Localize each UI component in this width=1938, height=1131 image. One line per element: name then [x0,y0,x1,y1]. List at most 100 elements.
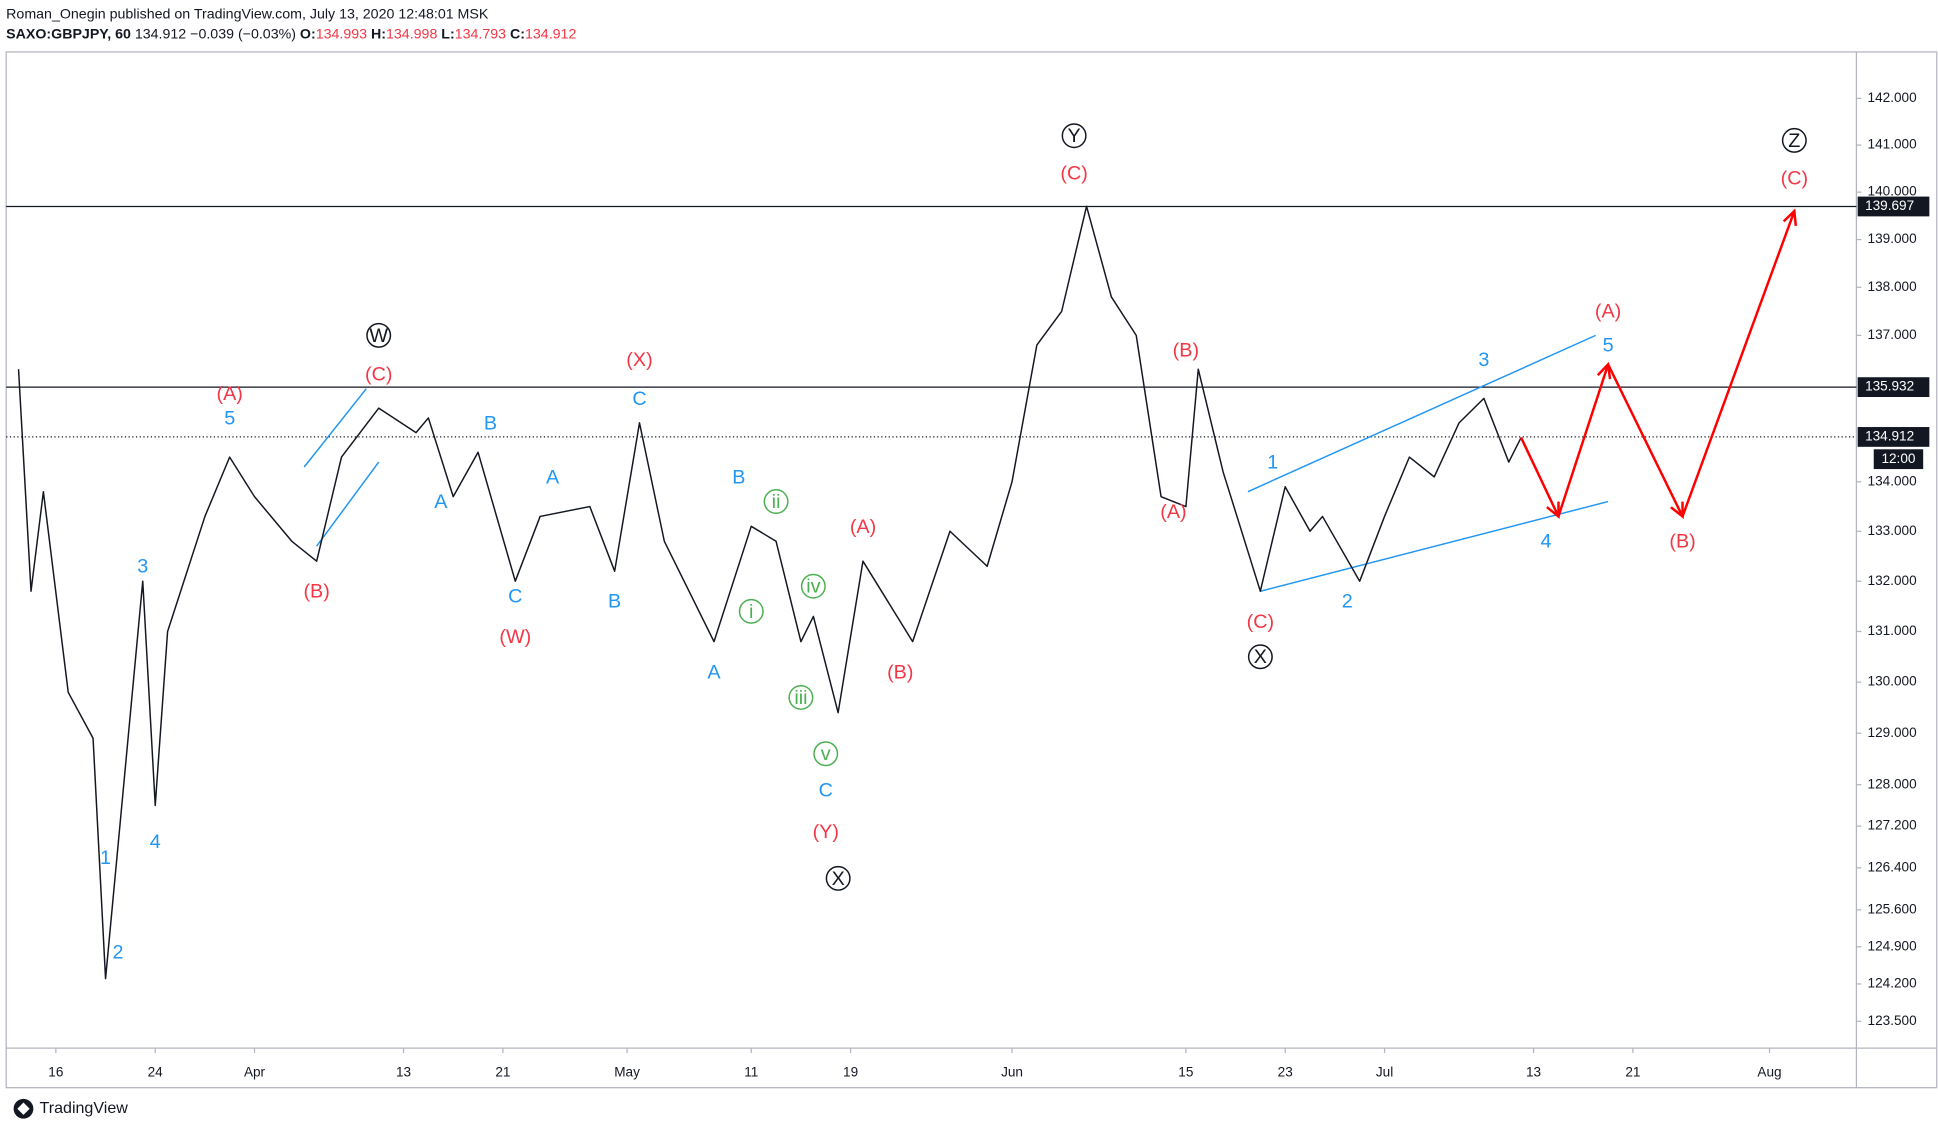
price-label-bg [1857,427,1930,447]
wave-label: (C) [1781,167,1808,189]
wave-label: (B) [1669,531,1695,553]
wave-label: (A) [850,516,876,538]
y-tick-label: 124.200 [1868,976,1918,991]
wave-label: 1 [100,847,111,869]
price-line-series [17,205,1522,980]
wave-label: 1 [1267,452,1278,474]
price-label-bg [1857,196,1930,217]
wave-label: A [434,491,448,513]
arrow-head [1782,208,1798,226]
wave-label: (Y) [813,821,839,843]
y-tick-label: 126.400 [1868,859,1918,874]
ohlc-label: C: [510,26,525,42]
y-tick-label: 127.200 [1868,818,1918,833]
change: −0.039 (−0.03%) [190,26,296,42]
wave-circle [825,865,851,891]
ohlc-value: 134.912 [525,26,576,42]
wave-label: Z [1788,130,1800,152]
wave-label: (A) [217,383,243,405]
time-label: 12:00 [1881,451,1915,466]
x-tick-label: 16 [48,1064,63,1079]
wave-label: C [632,388,646,410]
y-tick-label: 129.000 [1868,725,1918,740]
x-tick-label: Jul [1376,1064,1393,1079]
wave-label: C [819,779,833,801]
wave-label: 3 [137,556,148,578]
trendline [316,461,380,547]
wave-label: (A) [1160,501,1186,523]
arrow-head [1546,501,1560,519]
x-tick-label: 13 [1526,1064,1541,1079]
wave-circle [788,684,814,710]
arrow-head [1670,501,1684,519]
y-tick-label: 141.000 [1868,137,1918,152]
wave-label: v [821,743,831,765]
y-tick-label: 128.000 [1868,776,1918,791]
wave-label: 5 [224,407,235,429]
last-price: 134.912 [135,26,186,42]
trendline [1260,500,1609,592]
y-tick-label: 130.000 [1868,674,1918,689]
frame [5,51,1938,1089]
plot: 142.000 141.000 140.000 139.000 138.000 137.0… [6,90,1930,1079]
wave-circle [738,598,764,624]
wave-label: A [546,466,560,488]
wave-circle [800,573,826,599]
wave-label: i [749,601,753,623]
wave-label: C [508,586,522,608]
time-label-bg [1873,449,1924,470]
wave-label: X [1254,646,1267,668]
y-tick-label: 133.000 [1868,523,1918,538]
x-tick-label: Aug [1757,1064,1781,1079]
wave-label: 5 [1603,334,1614,356]
x-tick-label: Jun [1001,1064,1023,1079]
price-label: 134.912 [1865,429,1914,444]
wave-circle [366,322,392,348]
symbol: SAXO:GBPJPY, 60 [6,26,131,42]
x-tick-label: 23 [1278,1064,1293,1079]
arrow-head [1596,361,1612,380]
wave-label: A [707,661,721,683]
wave-circle [1247,644,1273,670]
brand: TradingView [40,1099,129,1117]
wave-label: ii [772,491,781,513]
wave-label: W [369,325,388,347]
y-tick-label: 142.000 [1868,90,1918,105]
wave-label: X [832,868,845,890]
x-tick-label: 15 [1178,1064,1193,1079]
y-tick-label: 134.000 [1868,473,1918,488]
symbol-line: SAXO:GBPJPY, 60 134.912 −0.039 (−0.03%) … [6,26,576,42]
footer-logo: TradingView [13,1098,129,1119]
ohlc-label: O: [300,26,316,42]
wave-circle [1781,127,1807,153]
ohlc-label: L: [441,26,454,42]
x-tick-label: 21 [495,1064,510,1079]
price-label: 139.697 [1865,198,1914,213]
x-tick-label: 21 [1625,1064,1640,1079]
wave-label: (B) [303,581,329,603]
wave-label: (B) [1173,339,1199,361]
wave-label: (W) [499,626,531,648]
wave-label: (C) [1247,611,1274,633]
ohlc-value: 134.793 [455,26,506,42]
wave-label: B [484,412,497,434]
trendline [1247,334,1596,493]
author-line: Roman_Onegin published on TradingView.co… [6,7,489,23]
price-label: 135.932 [1865,379,1914,394]
wave-label: 2 [112,942,123,964]
wave-label: Y [1068,125,1081,147]
x-tick-label: 11 [744,1064,758,1079]
x-tick-label: 24 [148,1064,164,1079]
x-tick-label: 19 [843,1064,858,1079]
wave-circle [1061,123,1087,149]
ohlc-value: 134.998 [386,26,437,42]
wave-label: iii [794,687,807,709]
wave-label: B [608,591,621,613]
wave-label: 2 [1342,591,1353,613]
y-tick-label: 123.500 [1868,1013,1918,1028]
trendline [303,388,367,468]
wave-label: iv [806,576,820,598]
